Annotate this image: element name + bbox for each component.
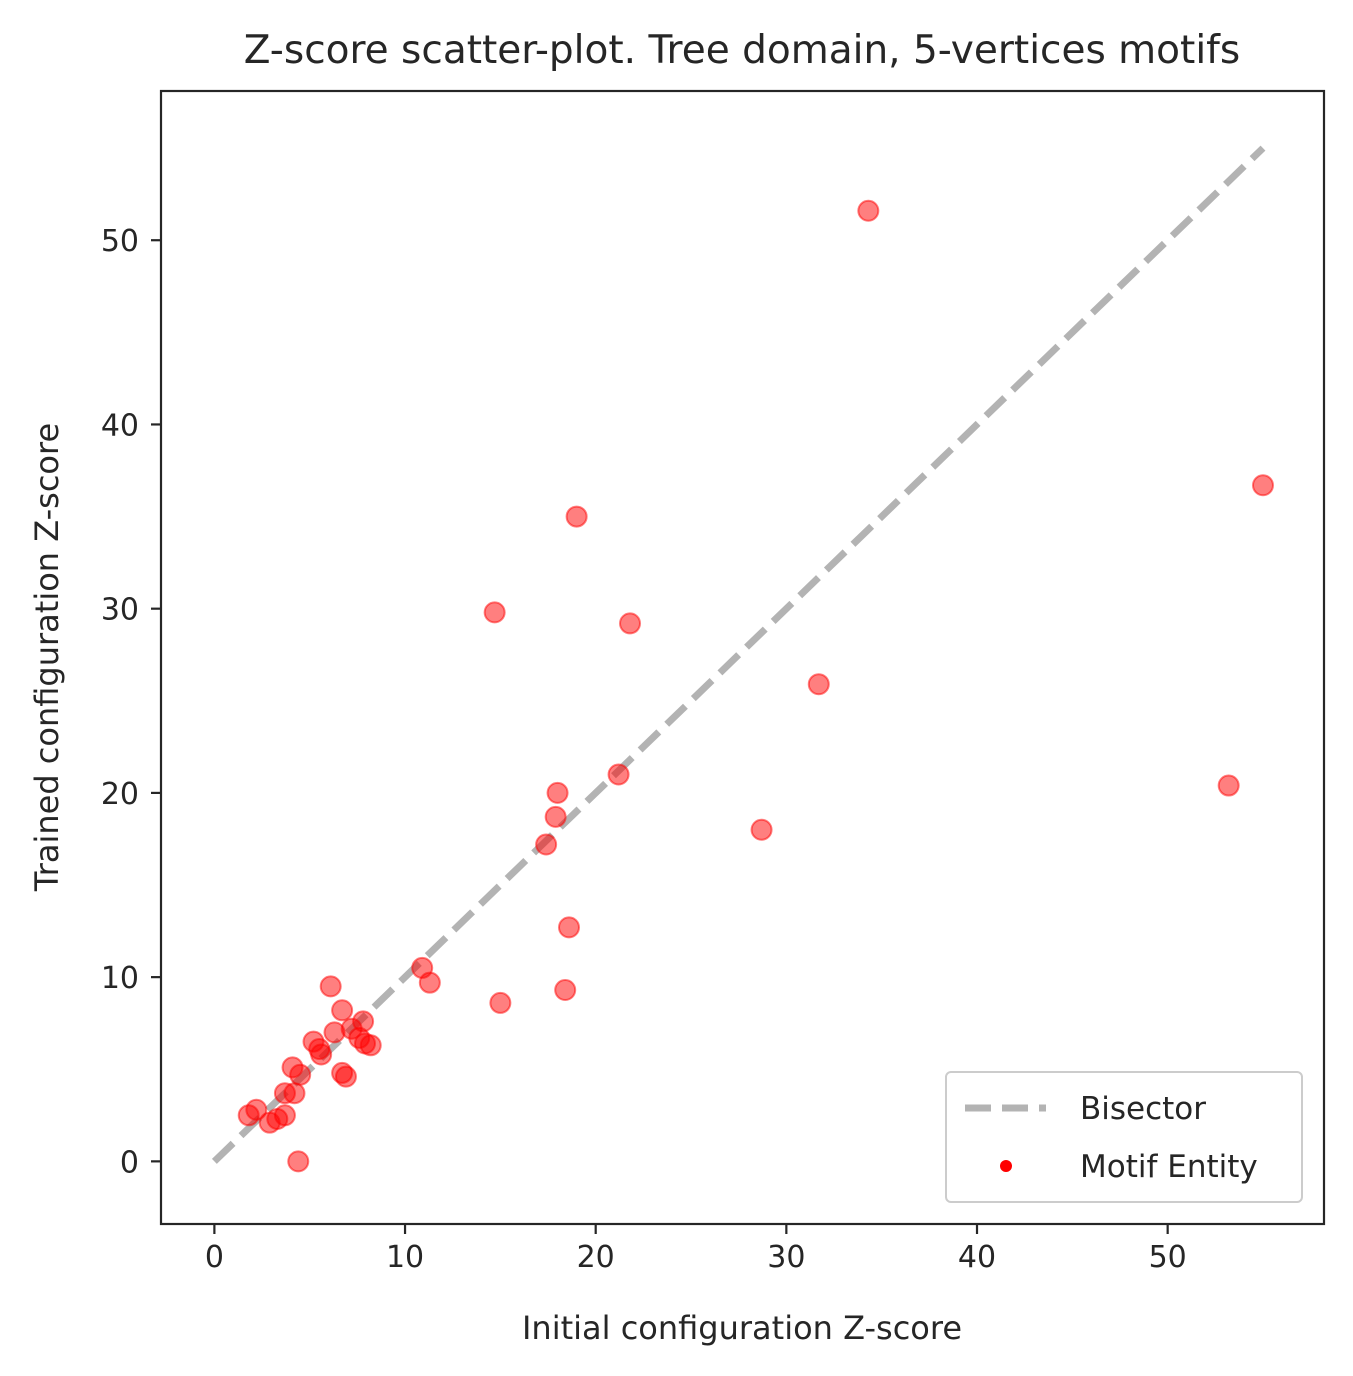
data-point (807, 673, 830, 696)
y-axis: 0 10 20 30 40 50 (101, 224, 161, 1180)
data-point (565, 505, 588, 528)
y-tick-label: 30 (101, 593, 139, 628)
data-point (607, 763, 630, 786)
data-point (1217, 774, 1240, 797)
data-point (258, 1111, 281, 1134)
data-point (237, 1104, 260, 1127)
x-axis: 0 10 20 30 40 50 (205, 1224, 1187, 1275)
legend-box (945, 1071, 1303, 1203)
data-point (359, 1034, 382, 1057)
data-point (558, 916, 581, 939)
data-point (750, 818, 773, 841)
y-tick-label: 20 (101, 777, 139, 812)
x-tick-label: 30 (767, 1240, 805, 1275)
data-point (310, 1043, 333, 1066)
x-tick-label: 50 (1149, 1240, 1187, 1275)
data-point (554, 979, 577, 1002)
plot-area (211, 145, 1274, 1173)
data-point (544, 805, 567, 828)
data-point (1251, 474, 1274, 497)
data-point (857, 199, 880, 222)
x-axis-label: Initial configuration Z-score (522, 1309, 962, 1347)
chart-title: Z-score scatter-plot. Tree domain, 5-ver… (244, 28, 1240, 73)
data-point (418, 971, 441, 994)
y-tick-label: 0 (120, 1145, 139, 1180)
y-axis-label: Trained configuration Z-score (28, 423, 66, 892)
data-point (287, 1150, 310, 1173)
data-point (334, 1065, 357, 1088)
data-point (619, 612, 642, 635)
data-point (331, 999, 354, 1022)
data-point (535, 833, 558, 856)
legend-motif-label: Motif Entity (1080, 1149, 1258, 1185)
legend: Bisector Motif Entity (945, 1071, 1303, 1203)
x-tick-label: 10 (386, 1240, 424, 1275)
x-tick-label: 0 (205, 1240, 224, 1275)
plot-frame (159, 89, 1326, 1226)
data-point (319, 975, 342, 998)
legend-motif-swatch (1000, 1160, 1012, 1172)
y-tick-label: 50 (101, 224, 139, 259)
legend-bisector-label: Bisector (1080, 1091, 1206, 1127)
data-point (323, 1021, 346, 1044)
y-tick-label: 10 (101, 961, 139, 996)
data-point (289, 1063, 312, 1086)
x-tick-label: 40 (958, 1240, 996, 1275)
bisector-line (211, 145, 1266, 1164)
data-point (489, 991, 512, 1014)
data-point (483, 601, 506, 624)
data-point (283, 1082, 306, 1105)
data-point (546, 781, 569, 804)
x-tick-label: 20 (577, 1240, 615, 1275)
y-tick-label: 40 (101, 408, 139, 443)
